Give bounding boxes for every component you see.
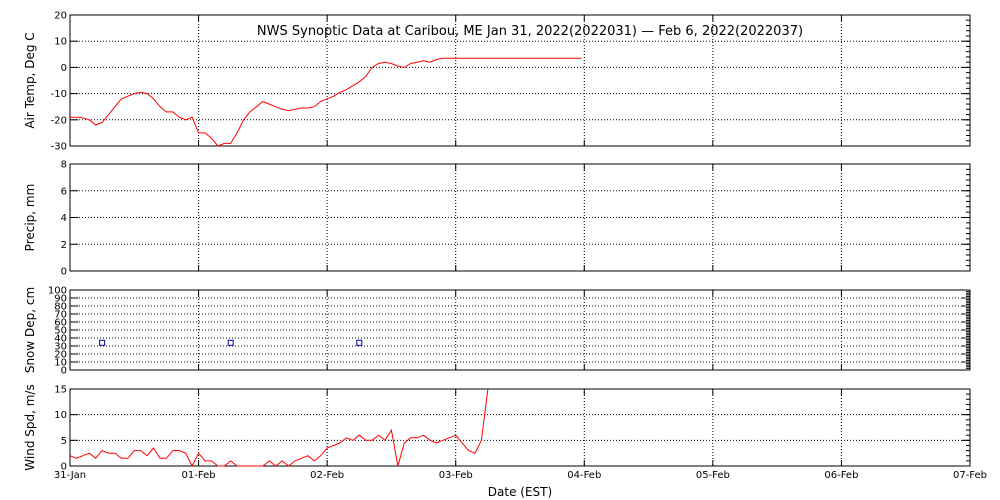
panel-snow-depth-ytick-label: 50 xyxy=(54,326,67,337)
x-tick-label: 06-Feb xyxy=(824,470,858,481)
panel-air-temp-ytick-label: -20 xyxy=(51,115,67,126)
x-tick-label: 03-Feb xyxy=(439,470,473,481)
panel-snow-depth-ytick-label: 30 xyxy=(54,342,67,353)
panel-air-temp-ytick-label: -10 xyxy=(51,89,67,100)
panel-wind-speed-ytick-label: 5 xyxy=(61,436,67,447)
panel-air-temp-ytick-label: 10 xyxy=(54,37,67,48)
panel-air-temp-ytick-label: -30 xyxy=(51,142,67,153)
panel-wind-speed-frame xyxy=(69,388,971,467)
panel-snow-depth-ytick-label: 70 xyxy=(54,310,67,321)
panel-wind-speed-ytick-label: 10 xyxy=(54,410,67,421)
panel-air-temp-ytick-label: 20 xyxy=(54,11,67,22)
x-tick-label: 07-Feb xyxy=(953,470,987,481)
panel-snow-depth-ytick-label: 80 xyxy=(54,302,67,313)
panel-snow-depth-data-point xyxy=(99,339,106,346)
panel-precip-ytick-label: 0 xyxy=(61,267,67,278)
panel-air-temp: -30 -20 -10 0 10 20 Air Temp, Deg C xyxy=(23,11,971,153)
x-tick-label: 01-Feb xyxy=(182,470,216,481)
panel-snow-depth-data-point xyxy=(227,339,234,346)
panel-snow-depth-ytick-label: 90 xyxy=(54,294,67,305)
x-tick-label: 05-Feb xyxy=(696,470,730,481)
x-tick-label: 02-Feb xyxy=(310,470,344,481)
panel-precip: 0 2 4 6 8 Precip, mm xyxy=(23,160,971,278)
panel-wind-speed: 0 5 10 15 Wind Spd, m/s xyxy=(23,384,971,473)
x-tick-label: 31-Jan xyxy=(54,470,86,481)
panel-air-temp-ytick-label: 0 xyxy=(61,63,67,74)
chart-title: NWS Synoptic Data at Caribou, ME Jan 31,… xyxy=(257,24,803,39)
panel-wind-speed-ylabel: Wind Spd, m/s xyxy=(23,384,37,470)
panel-snow-depth-ytick-label: 60 xyxy=(54,318,67,329)
x-tick-label: 04-Feb xyxy=(567,470,601,481)
panel-air-temp-series-line xyxy=(70,57,582,147)
panel-snow-depth-ytick-label: 0 xyxy=(61,366,67,377)
panel-wind-speed-series-line xyxy=(69,388,489,468)
panel-air-temp-frame xyxy=(69,14,971,147)
panel-precip-ylabel: Precip, mm xyxy=(23,184,37,252)
panel-snow-depth-ytick-label: 20 xyxy=(54,350,67,361)
panel-snow-depth-ytick-label: 40 xyxy=(54,334,67,345)
panel-precip-ytick-label: 4 xyxy=(61,213,67,224)
panel-snow-depth-data-point xyxy=(356,339,363,346)
panel-wind-speed-ytick-label: 0 xyxy=(61,462,67,473)
panel-precip-ytick-label: 8 xyxy=(61,160,67,171)
panel-air-temp-ylabel: Air Temp, Deg C xyxy=(23,32,37,128)
panel-precip-ytick-label: 2 xyxy=(61,240,67,251)
panel-snow-depth-ylabel: Snow Dep, cm xyxy=(23,287,37,373)
x-axis-label: Date (EST) xyxy=(488,485,552,499)
panel-precip-ytick-label: 6 xyxy=(61,186,67,197)
panel-wind-speed-ytick-label: 15 xyxy=(54,385,67,396)
panel-snow-depth-ytick-label: 100 xyxy=(48,286,67,297)
panel-snow-depth-ytick-label: 10 xyxy=(54,358,67,369)
